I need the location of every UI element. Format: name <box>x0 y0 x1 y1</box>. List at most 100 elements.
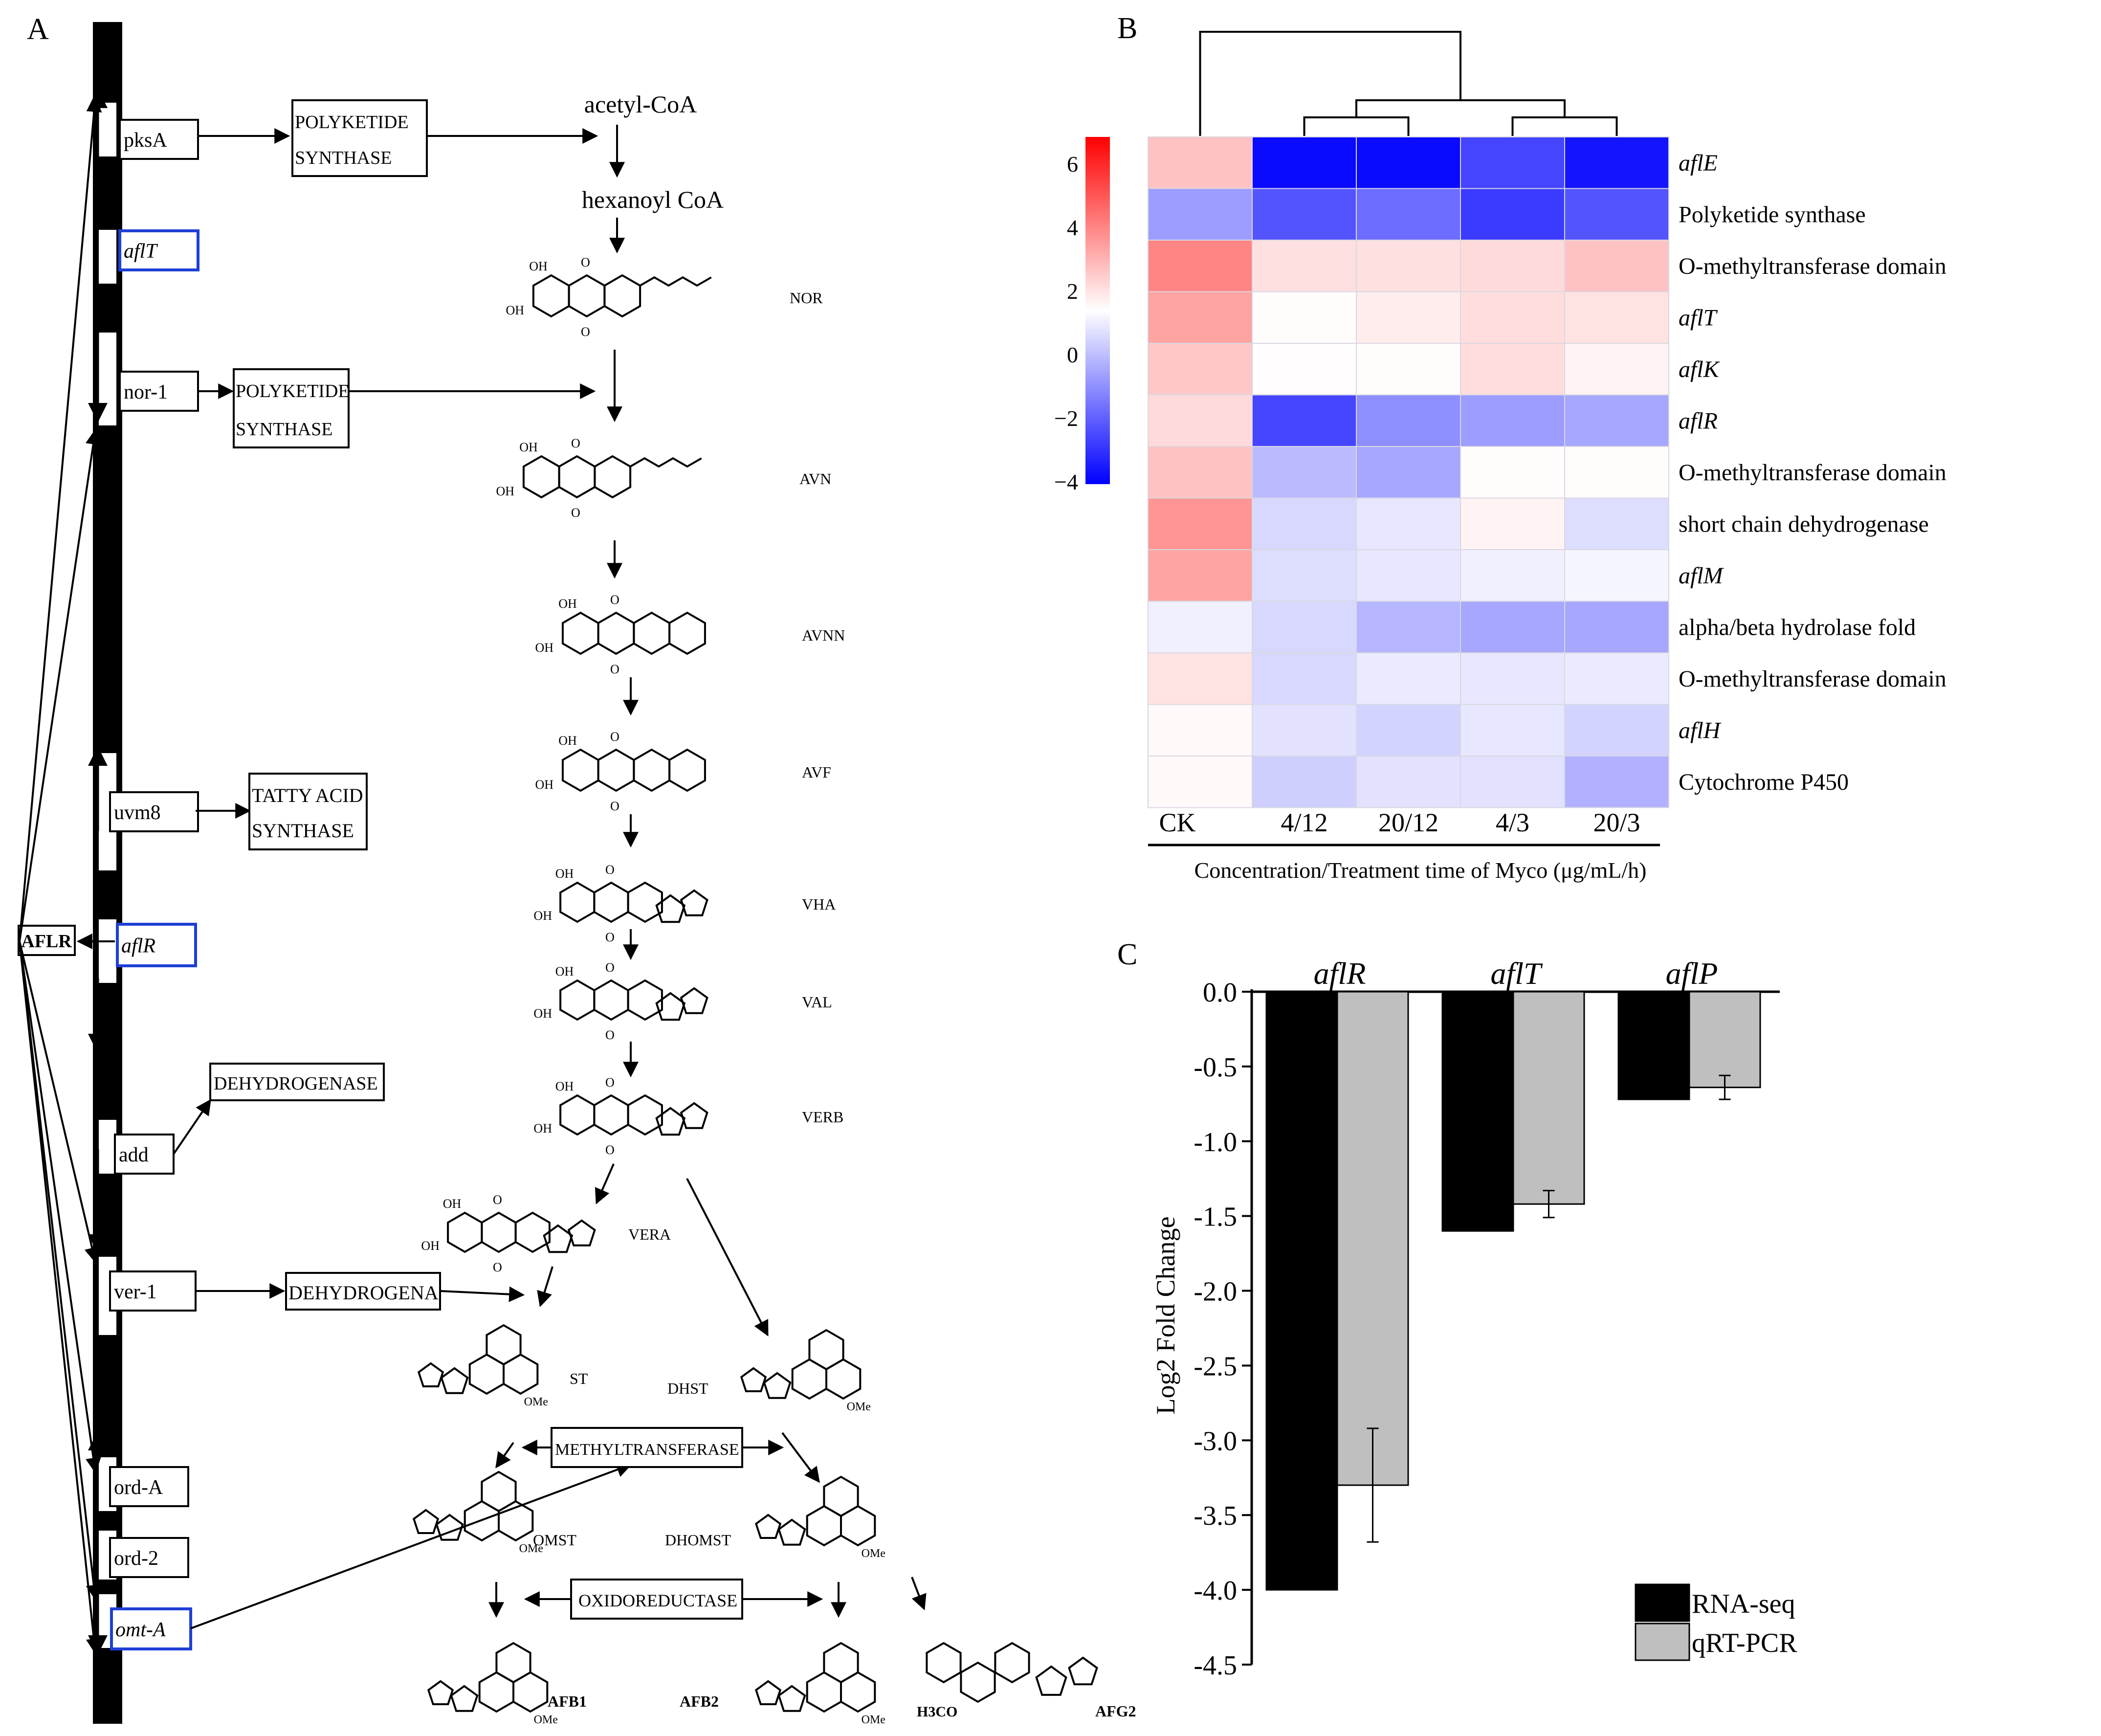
heatmap-cell <box>1356 652 1461 705</box>
metabolite-vera: VERA <box>628 1225 671 1243</box>
heatmap-cell <box>1356 343 1461 396</box>
colorbar-tick: 0 <box>1067 342 1078 367</box>
heatmap-cell <box>1148 136 1253 189</box>
heatmap-cell <box>1460 446 1565 499</box>
heatmap-col-label: CK <box>1159 808 1195 837</box>
bar-rnaseq-aflT <box>1441 991 1514 1232</box>
heatmap-cell <box>1356 704 1461 757</box>
heatmap-cell <box>1564 291 1669 344</box>
enzyme-fas: TATTY ACID SYNTHASE <box>248 773 368 850</box>
svg-text:DEHYDROGENA: DEHYDROGENA <box>288 1282 439 1304</box>
heatmap-cell <box>1564 652 1669 705</box>
heatmap-cell <box>1148 188 1253 241</box>
panel-a-pathway: A AFLR <box>18 13 1136 1726</box>
heatmap-cell <box>1148 291 1253 344</box>
heatmap-row-label: aflM <box>1679 563 1725 589</box>
svg-text:DEHYDROGENASE: DEHYDROGENASE <box>214 1073 378 1094</box>
enzyme-dehydrogena: DEHYDROGENA <box>285 1272 441 1311</box>
gene-label: pksA <box>124 129 167 152</box>
heatmap-cell <box>1148 756 1253 808</box>
colorbar-tick: −2 <box>1054 406 1078 431</box>
heatmap-cell <box>1148 601 1253 653</box>
bar-ytick-label: -3.0 <box>1194 1426 1237 1456</box>
gene-box-omt-A: omt-A <box>110 1607 192 1650</box>
heatmap-col-label: 4/3 <box>1496 808 1529 837</box>
heatmap-col-label: 20/3 <box>1593 808 1640 837</box>
heatmap-cell <box>1252 756 1357 808</box>
gene-label: ord-A <box>114 1476 163 1499</box>
heatmap-cell <box>1148 240 1253 292</box>
column-dendrogram <box>1199 31 1618 136</box>
gene-label: ord-2 <box>114 1547 158 1570</box>
gene-box-ord-A: ord-A <box>109 1466 189 1507</box>
svg-text:OH: OH <box>533 909 552 923</box>
heatmap-cell <box>1356 240 1461 292</box>
heatmap-cell <box>1252 549 1357 602</box>
heatmap-cell <box>1356 549 1461 602</box>
svg-text:OMe: OMe <box>862 1714 885 1726</box>
svg-text:OH: OH <box>533 1121 552 1135</box>
svg-text:O: O <box>610 593 619 607</box>
svg-text:OH: OH <box>558 734 577 748</box>
heatmap-cell <box>1252 343 1357 396</box>
bar-ytick-label: -1.5 <box>1194 1202 1237 1232</box>
heatmap-cell <box>1356 136 1461 189</box>
svg-text:OH: OH <box>443 1197 462 1211</box>
heatmap-cell <box>1252 136 1357 189</box>
enzyme-methyltransferase: METHYLTRANSFERASE <box>551 1427 743 1468</box>
svg-text:O: O <box>605 1075 615 1090</box>
svg-text:O: O <box>610 799 619 813</box>
heatmap-cell <box>1356 756 1461 808</box>
legend-label: RNA-seq <box>1692 1589 1795 1619</box>
heatmap-cell <box>1460 704 1565 757</box>
metabolite-dhst: DHST <box>667 1380 708 1397</box>
bar-qrtpcr-aflP <box>1688 991 1761 1089</box>
bar-ytick-label: -1.0 <box>1194 1127 1237 1157</box>
svg-text:SYNTHASE: SYNTHASE <box>236 419 332 440</box>
gene-box-uvm8: uvm8 <box>109 791 199 832</box>
metabolite-dhomst: DHOMST <box>665 1531 731 1549</box>
svg-text:O: O <box>571 506 580 520</box>
molecule-omst <box>412 1470 534 1542</box>
bar-category-label: aflR <box>1314 956 1366 991</box>
metabolite-vha: VHA <box>802 895 836 913</box>
svg-text:OMe: OMe <box>862 1547 885 1560</box>
heatmap-row-label: aflR <box>1679 408 1718 434</box>
legend-swatch <box>1635 1583 1690 1622</box>
heatmap-cell <box>1356 394 1461 447</box>
svg-text:O: O <box>605 960 615 975</box>
bar-ytick-label: -0.5 <box>1194 1052 1237 1083</box>
svg-text:TATTY ACID: TATTY ACID <box>252 784 363 806</box>
bar-qrtpcr-aflT <box>1512 991 1585 1205</box>
heatmap-cell <box>1252 601 1357 653</box>
heatmap-cell <box>1252 704 1357 757</box>
svg-text:OH: OH <box>555 1079 574 1093</box>
heatmap-cell <box>1252 188 1357 241</box>
colorbar-tick: −4 <box>1054 469 1078 494</box>
heatmap-row-label: aflT <box>1679 305 1718 331</box>
gene-label: ver-1 <box>114 1281 157 1303</box>
heatmap-cell <box>1252 394 1357 447</box>
molecule-avf <box>561 748 706 792</box>
bar-ytick-label: -4.0 <box>1194 1576 1237 1606</box>
metabolite-afb1: AFB1 <box>548 1692 587 1710</box>
svg-text:O: O <box>493 1193 502 1207</box>
heatmap-cell <box>1460 497 1565 550</box>
molecule-nor <box>532 274 712 318</box>
bar-ytick-label: -2.0 <box>1194 1277 1237 1307</box>
heatmap-cell <box>1356 291 1461 344</box>
heatmap-cell <box>1460 549 1565 602</box>
colorbar-tick: 2 <box>1067 279 1078 304</box>
panel-b-heatmap: B 6 4 2 0 −2 −4 aflE Polyketide synthase O-meth… <box>1054 12 1946 883</box>
heatmap-cell <box>1148 704 1253 757</box>
heatmap-cell <box>1564 446 1669 499</box>
legend-swatch <box>1635 1623 1690 1661</box>
bar-category-label: aflT <box>1490 956 1543 991</box>
molecule-afg2 <box>926 1642 1098 1703</box>
heatmap-cell <box>1564 704 1669 757</box>
molecule-dhst <box>740 1329 862 1400</box>
heatmap-xlabel: Concentration/Treatment time of Myco (μg… <box>1194 858 1647 883</box>
svg-text:OH: OH <box>555 964 574 979</box>
heatmap-colorbar <box>1085 137 1110 484</box>
